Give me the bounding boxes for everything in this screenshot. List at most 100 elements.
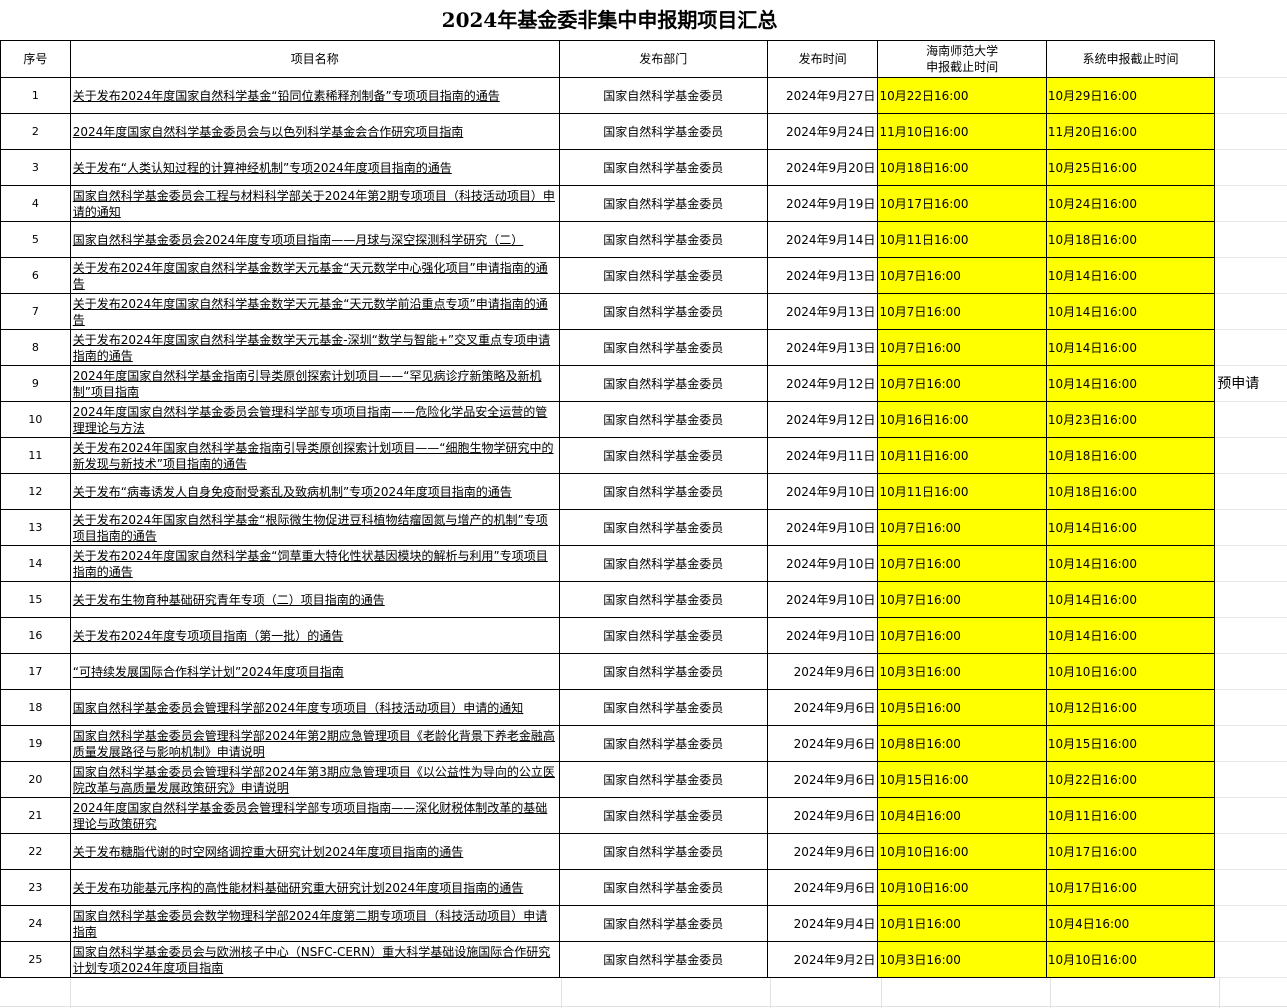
header-no[interactable]: 序号 (0, 40, 71, 78)
project-link[interactable]: 2024年度国家自然科学基金委员会管理科学部专项项目指南——危险化学品安全运营的… (72, 404, 548, 435)
publishing-dept[interactable]: 国家自然科学基金委员 (558, 653, 768, 690)
publish-date[interactable]: 2024年9月2日 (766, 941, 879, 978)
system-deadline[interactable]: 10月14日16:00 (1045, 257, 1216, 294)
row-note[interactable] (1214, 257, 1287, 294)
hnnu-deadline[interactable]: 10月3日16:00 (877, 653, 1047, 690)
publishing-dept[interactable]: 国家自然科学基金委员 (558, 545, 768, 582)
publish-date[interactable]: 2024年9月6日 (766, 653, 879, 690)
system-deadline[interactable]: 10月10日16:00 (1045, 941, 1216, 978)
system-deadline[interactable]: 10月18日16:00 (1045, 221, 1216, 258)
publishing-dept[interactable]: 国家自然科学基金委员 (558, 905, 768, 942)
publish-date[interactable]: 2024年9月13日 (766, 257, 879, 294)
row-note[interactable] (1214, 545, 1287, 582)
project-name-cell[interactable]: 2024年度国家自然科学基金委员会与以色列科学基金会合作研究项目指南 (69, 113, 560, 150)
system-deadline[interactable]: 10月14日16:00 (1045, 329, 1216, 366)
project-link[interactable]: 2024年度国家自然科学基金指南引导类原创探索计划项目——“罕见病诊疗新策略及新… (72, 368, 542, 399)
system-deadline[interactable]: 10月22日16:00 (1045, 761, 1216, 798)
row-number[interactable]: 7 (0, 293, 71, 330)
publish-date[interactable]: 2024年9月6日 (766, 869, 879, 906)
header-name[interactable]: 项目名称 (69, 40, 560, 78)
publishing-dept[interactable]: 国家自然科学基金委员 (558, 77, 768, 114)
hnnu-deadline[interactable]: 10月7日16:00 (877, 545, 1047, 582)
hnnu-deadline[interactable]: 10月22日16:00 (877, 77, 1047, 114)
row-number[interactable]: 1 (0, 77, 71, 114)
row-note[interactable] (1214, 905, 1287, 942)
hnnu-deadline[interactable]: 10月15日16:00 (877, 761, 1047, 798)
row-number[interactable]: 15 (0, 581, 71, 618)
row-note[interactable] (1214, 149, 1287, 186)
publish-date[interactable]: 2024年9月12日 (766, 401, 879, 438)
project-name-cell[interactable]: 关于发布功能基元序构的高性能材料基础研究重大研究计划2024年度项目指南的通告 (69, 869, 560, 906)
system-deadline[interactable]: 10月4日16:00 (1045, 905, 1216, 942)
system-deadline[interactable]: 10月14日16:00 (1045, 581, 1216, 618)
hnnu-deadline[interactable]: 10月1日16:00 (877, 905, 1047, 942)
system-deadline[interactable]: 10月11日16:00 (1045, 797, 1216, 834)
project-link[interactable]: “可持续发展国际合作科学计划”2024年度项目指南 (72, 664, 344, 679)
project-link[interactable]: 关于发布2024年国家自然科学基金指南引导类原创探索计划项目——“细胞生物学研究… (72, 440, 554, 471)
header-system-deadline[interactable]: 系统申报截止时间 (1045, 40, 1216, 78)
publishing-dept[interactable]: 国家自然科学基金委员 (558, 833, 768, 870)
project-link[interactable]: 国家自然科学基金委员会管理科学部2024年第2期应急管理项目《老龄化背景下养老金… (72, 728, 555, 759)
row-note[interactable] (1214, 473, 1287, 510)
row-note[interactable] (1214, 869, 1287, 906)
publishing-dept[interactable]: 国家自然科学基金委员 (558, 761, 768, 798)
publish-date[interactable]: 2024年9月6日 (766, 833, 879, 870)
hnnu-deadline[interactable]: 10月7日16:00 (877, 617, 1047, 654)
header-empty[interactable] (1214, 40, 1287, 78)
project-name-cell[interactable]: 关于发布生物育种基础研究青年专项（二）项目指南的通告 (69, 581, 560, 618)
project-link[interactable]: 国家自然科学基金委员会管理科学部2024年第3期应急管理项目《以公益性为导向的公… (72, 764, 555, 795)
hnnu-deadline[interactable]: 10月10日16:00 (877, 833, 1047, 870)
project-name-cell[interactable]: 国家自然科学基金委员会2024年度专项项目指南——月球与深空探测科学研究（二） (69, 221, 560, 258)
hnnu-deadline[interactable]: 10月11日16:00 (877, 473, 1047, 510)
publish-date[interactable]: 2024年9月10日 (766, 473, 879, 510)
project-name-cell[interactable]: 关于发布2024年国家自然科学基金“根际微生物促进豆科植物结瘤固氮与增产的机制”… (69, 509, 560, 546)
publishing-dept[interactable]: 国家自然科学基金委员 (558, 149, 768, 186)
publishing-dept[interactable]: 国家自然科学基金委员 (558, 869, 768, 906)
publish-date[interactable]: 2024年9月10日 (766, 617, 879, 654)
project-name-cell[interactable]: 关于发布“人类认知过程的计算神经机制”专项2024年度项目指南的通告 (69, 149, 560, 186)
hnnu-deadline[interactable]: 10月5日16:00 (877, 689, 1047, 726)
row-note[interactable] (1214, 725, 1287, 762)
system-deadline[interactable]: 10月17日16:00 (1045, 869, 1216, 906)
row-number[interactable]: 3 (0, 149, 71, 186)
system-deadline[interactable]: 10月14日16:00 (1045, 545, 1216, 582)
project-name-cell[interactable]: 国家自然科学基金委员会管理科学部2024年度专项项目（科技活动项目）申请的通知 (69, 689, 560, 726)
project-name-cell[interactable]: 关于发布糖脂代谢的时空网络调控重大研究计划2024年度项目指南的通告 (69, 833, 560, 870)
publish-date[interactable]: 2024年9月27日 (766, 77, 879, 114)
project-name-cell[interactable]: 关于发布2024年度国家自然科学基金“铅同位素稀释剂制备”专项项目指南的通告 (69, 77, 560, 114)
publish-date[interactable]: 2024年9月10日 (766, 545, 879, 582)
publish-date[interactable]: 2024年9月10日 (766, 509, 879, 546)
project-name-cell[interactable]: 国家自然科学基金委员会与欧洲核子中心（NSFC-CERN）重大科学基础设施国际合… (69, 941, 560, 978)
project-name-cell[interactable]: 关于发布2024年国家自然科学基金指南引导类原创探索计划项目——“细胞生物学研究… (69, 437, 560, 474)
publish-date[interactable]: 2024年9月6日 (766, 725, 879, 762)
publish-date[interactable]: 2024年9月4日 (766, 905, 879, 942)
project-link[interactable]: 2024年度国家自然科学基金委员会与以色列科学基金会合作研究项目指南 (72, 124, 464, 139)
project-link[interactable]: 关于发布2024年度国家自然科学基金“铅同位素稀释剂制备”专项项目指南的通告 (72, 88, 500, 103)
row-note[interactable] (1214, 329, 1287, 366)
row-number[interactable]: 16 (0, 617, 71, 654)
project-link[interactable]: 国家自然科学基金委员会与欧洲核子中心（NSFC-CERN）重大科学基础设施国际合… (72, 944, 551, 975)
hnnu-deadline[interactable]: 10月7日16:00 (877, 257, 1047, 294)
project-name-cell[interactable]: 国家自然科学基金委员会管理科学部2024年第3期应急管理项目《以公益性为导向的公… (69, 761, 560, 798)
publishing-dept[interactable]: 国家自然科学基金委员 (558, 401, 768, 438)
project-name-cell[interactable]: 关于发布2024年度国家自然科学基金数学天元基金“天元数学中心强化项目”申请指南… (69, 257, 560, 294)
row-note[interactable] (1214, 185, 1287, 222)
row-number[interactable]: 4 (0, 185, 71, 222)
project-link[interactable]: 关于发布糖脂代谢的时空网络调控重大研究计划2024年度项目指南的通告 (72, 844, 464, 859)
system-deadline[interactable]: 10月14日16:00 (1045, 293, 1216, 330)
header-date[interactable]: 发布时间 (766, 40, 879, 78)
row-note[interactable] (1214, 761, 1287, 798)
hnnu-deadline[interactable]: 10月7日16:00 (877, 329, 1047, 366)
project-link[interactable]: 关于发布2024年国家自然科学基金“根际微生物促进豆科植物结瘤固氮与增产的机制”… (72, 512, 548, 543)
system-deadline[interactable]: 10月23日16:00 (1045, 401, 1216, 438)
row-number[interactable]: 20 (0, 761, 71, 798)
system-deadline[interactable]: 10月14日16:00 (1045, 509, 1216, 546)
project-link[interactable]: 关于发布2024年度国家自然科学基金“饲草重大特化性状基因模块的解析与利用”专项… (72, 548, 548, 579)
project-link[interactable]: 国家自然科学基金委员会管理科学部2024年度专项项目（科技活动项目）申请的通知 (72, 700, 524, 715)
row-note[interactable] (1214, 221, 1287, 258)
row-note[interactable] (1214, 437, 1287, 474)
publish-date[interactable]: 2024年9月19日 (766, 185, 879, 222)
hnnu-deadline[interactable]: 10月3日16:00 (877, 941, 1047, 978)
project-name-cell[interactable]: 关于发布2024年度国家自然科学基金数学天元基金“天元数学前沿重点专项”申请指南… (69, 293, 560, 330)
publishing-dept[interactable]: 国家自然科学基金委员 (558, 725, 768, 762)
